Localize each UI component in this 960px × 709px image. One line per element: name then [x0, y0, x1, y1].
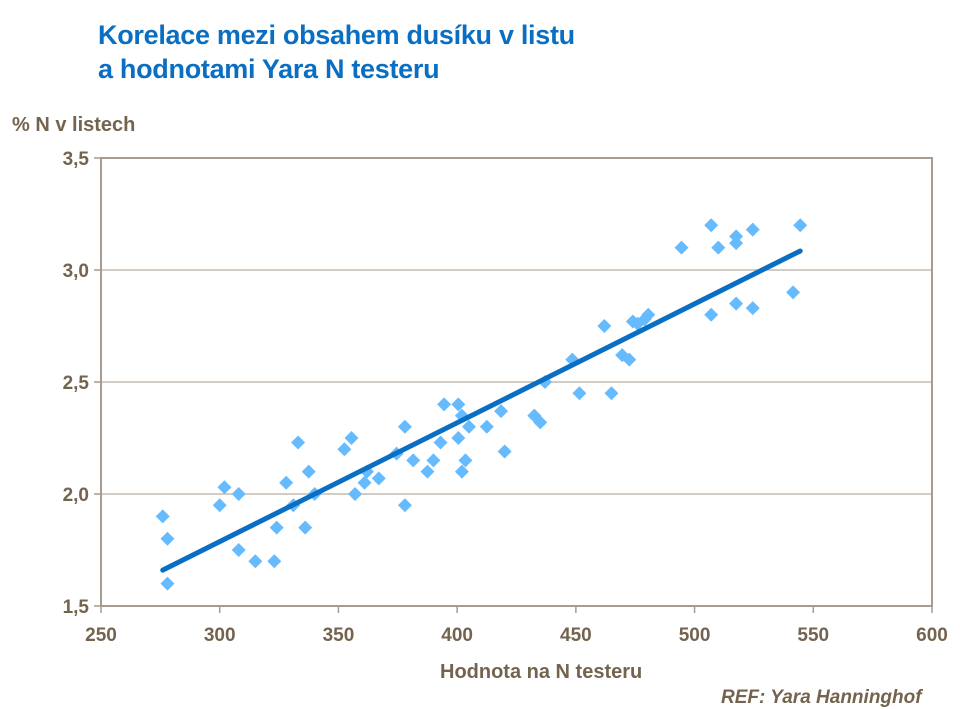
data-point-diamond [451, 431, 466, 445]
gridlines [101, 269, 932, 495]
data-point-diamond [348, 487, 363, 501]
data-point-diamond [451, 397, 466, 412]
data-point-diamond [344, 431, 359, 445]
data-point-diamond [745, 301, 760, 316]
data-point-diamond [793, 218, 808, 233]
reference-note: REF: Yara Hanninghof [721, 687, 922, 708]
data-point-diamond [212, 498, 227, 513]
data-point-diamond [437, 397, 452, 412]
data-point-diamond [729, 236, 744, 251]
data-point-diamond [406, 453, 421, 468]
data-point-diamond [279, 475, 294, 490]
y-axis-title: % N v listech [12, 114, 136, 136]
y-tick-label: 3,0 [63, 261, 89, 282]
y-tick-label: 2,5 [63, 373, 90, 394]
data-point-diamond [572, 386, 587, 401]
data-point-diamond [497, 444, 512, 459]
x-tick-label: 250 [85, 625, 117, 646]
chart-title: Korelace mezi obsahem dusíku v listu a h… [98, 18, 575, 86]
x-axis-title: Hodnota na N testeru [440, 661, 643, 683]
data-point-diamond [231, 543, 246, 557]
data-point-diamond [433, 435, 448, 450]
data-point-diamond [397, 498, 412, 513]
data-point-diamond [426, 453, 441, 468]
data-point-diamond [745, 222, 760, 237]
y-tick-label: 3,5 [63, 149, 90, 170]
data-points [155, 218, 808, 591]
data-point-diamond [462, 419, 477, 434]
data-point-diamond [533, 415, 548, 430]
y-axis-ticks: 1,5 2,0 2,5 3,0 3,5 [63, 149, 101, 618]
y-tick-label: 2,0 [63, 485, 89, 506]
data-point-diamond [458, 453, 473, 468]
data-point-diamond [479, 419, 494, 434]
data-point-diamond [674, 240, 689, 255]
x-tick-label: 600 [916, 625, 948, 646]
data-point-diamond [160, 531, 175, 546]
data-point-diamond [597, 319, 612, 333]
data-point-diamond [155, 509, 170, 524]
data-point-diamond [217, 480, 232, 495]
data-point-diamond [641, 307, 656, 322]
data-point-diamond [357, 475, 372, 490]
data-point-diamond [454, 464, 469, 479]
data-point-diamond [298, 520, 313, 535]
data-point-diamond [604, 386, 619, 401]
data-point-diamond [248, 554, 263, 569]
data-point-diamond [420, 464, 435, 479]
data-point-diamond [494, 404, 509, 419]
data-point-diamond [729, 296, 744, 311]
y-tick-label: 1,5 [63, 597, 90, 618]
chart-title-line-1: Korelace mezi obsahem dusíku v listu [98, 20, 575, 50]
data-point-diamond [337, 442, 352, 457]
data-point-diamond [704, 218, 719, 233]
x-tick-label: 350 [323, 625, 355, 646]
data-point-diamond [301, 464, 316, 479]
data-point-diamond [704, 307, 719, 322]
data-point-diamond [291, 435, 306, 450]
x-tick-label: 500 [679, 625, 711, 646]
data-point-diamond [622, 352, 637, 367]
x-tick-label: 450 [560, 625, 592, 646]
data-point-diamond [711, 240, 726, 255]
data-point-diamond [231, 487, 246, 501]
data-point-diamond [160, 576, 175, 591]
x-axis-ticks: 250 300 350 400 450 500 550 600 [85, 606, 948, 646]
data-point-diamond [267, 554, 282, 569]
x-tick-label: 550 [797, 625, 829, 646]
data-point-diamond [397, 419, 412, 434]
data-point-diamond [786, 285, 801, 300]
data-point-diamond [269, 520, 284, 535]
chart-title-line-2: a hodnotami Yara N testeru [98, 54, 440, 84]
trend-line [160, 248, 803, 573]
data-point-diamond [371, 471, 386, 486]
x-tick-label: 300 [204, 625, 236, 646]
x-tick-label: 400 [441, 625, 473, 646]
